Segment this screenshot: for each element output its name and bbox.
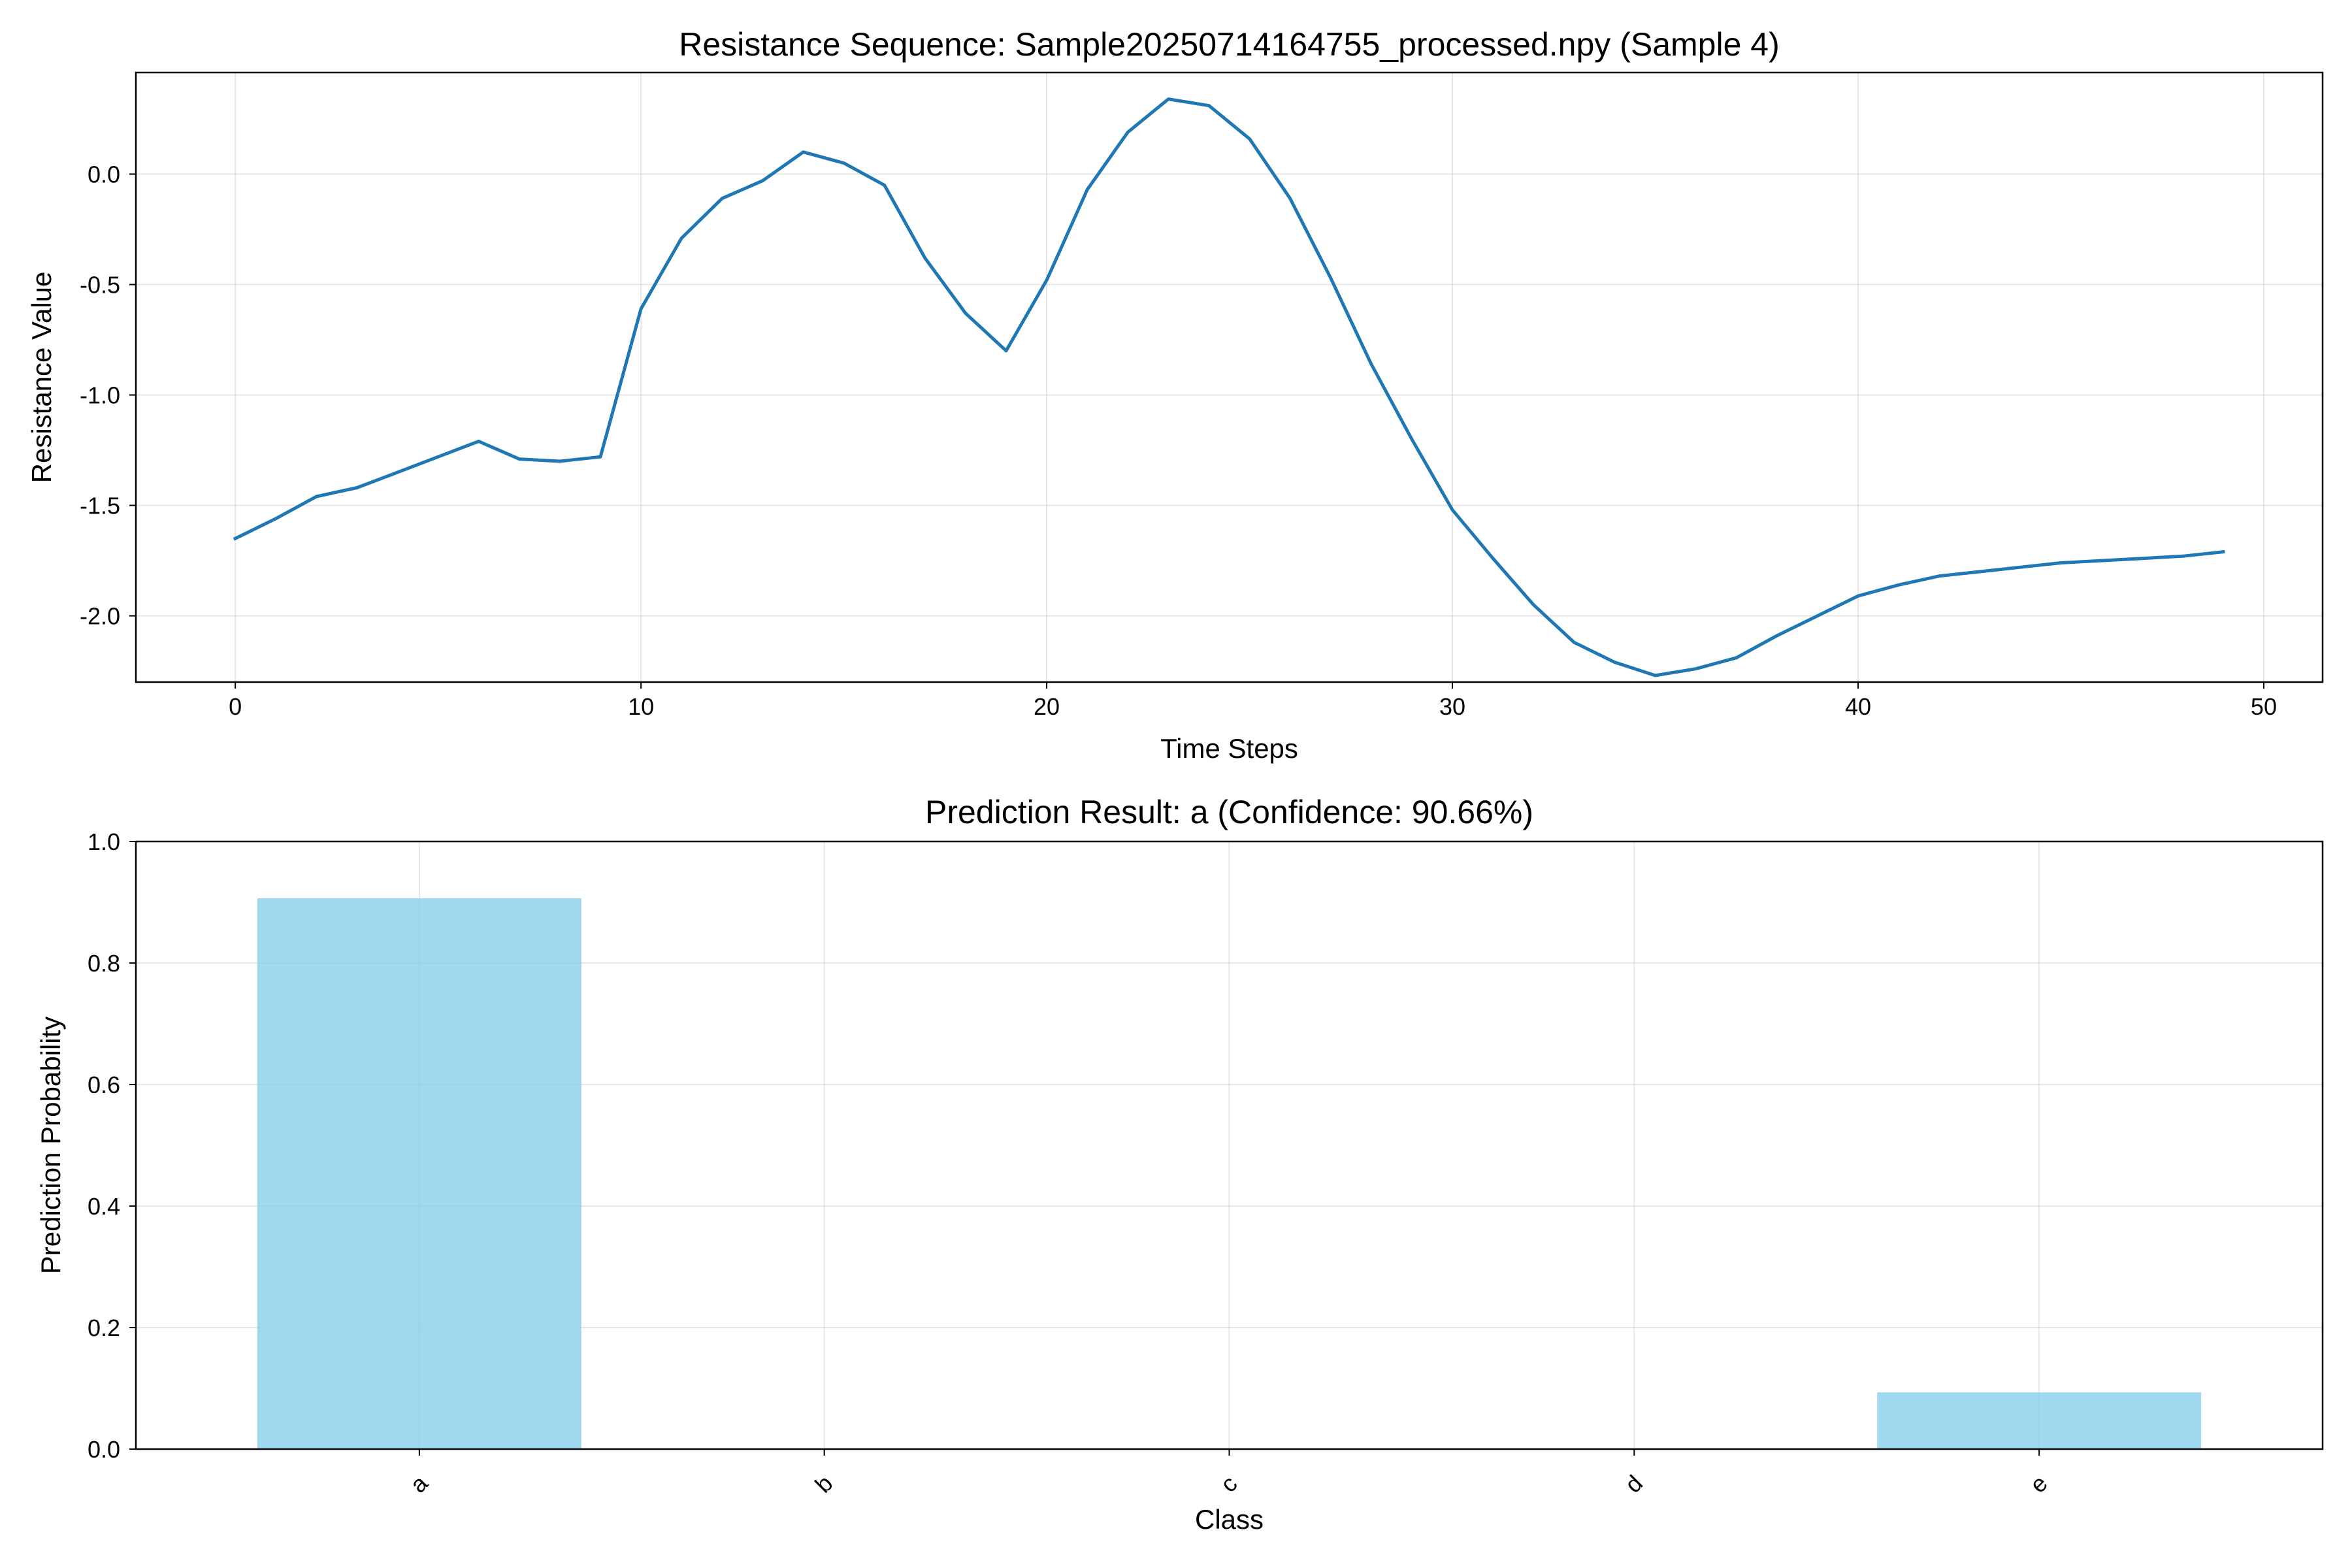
bar-chart-y-tick-label: 1.0	[88, 828, 120, 855]
line-chart-y-tick-label: 0.0	[88, 161, 120, 188]
bar-chart-plot-area	[257, 898, 2202, 1449]
line-chart-y-tick-label: -2.0	[80, 603, 120, 630]
line-chart-x-tick-label: 0	[229, 693, 242, 720]
bar-chart-y-tick-label: 0.0	[88, 1436, 120, 1463]
line-chart-y-tick-label: -1.5	[80, 493, 120, 519]
line-chart: 0 10 20 30 40 50 0.0 -0.5 -1.0 -1.5 -2.0 Resistanc…	[26, 26, 2324, 764]
bar-chart-y-tick-label: 0.8	[88, 950, 120, 977]
line-chart-grid	[136, 73, 2323, 682]
bar-chart-y-axis-label: Prediction Probability	[35, 1017, 66, 1275]
line-chart-x-tick-label: 10	[628, 693, 654, 720]
bar-chart-y-tick-label: 0.2	[88, 1315, 120, 1341]
line-chart-ticks: 0 10 20 30 40 50 0.0 -0.5 -1.0 -1.5 -2.0	[80, 161, 2277, 721]
line-chart-y-axis-label: Resistance Value	[26, 272, 57, 483]
line-chart-x-tick-label: 40	[1845, 693, 1871, 720]
line-chart-x-tick-label: 20	[1034, 693, 1060, 720]
line-chart-x-tick-label: 50	[2251, 693, 2277, 720]
line-chart-x-tick-label: 30	[1439, 693, 1465, 720]
bar-e	[1877, 1392, 2202, 1449]
bar-chart-x-axis-label: Class	[1195, 1504, 1264, 1535]
line-chart-title: Resistance Sequence: Sample2025071416475…	[679, 26, 1779, 63]
line-chart-axes-frame	[135, 71, 2324, 683]
bar-chart: 0.00.20.40.60.81.0a b c d e Prediction Resul…	[35, 794, 2324, 1535]
line-chart-x-axis-label: Time Steps	[1160, 733, 1298, 764]
bar-chart-ticks: 0.00.20.40.60.81.0a b c d e	[88, 828, 2053, 1498]
bar-chart-y-tick-label: 0.6	[88, 1071, 120, 1098]
bar-chart-title: Prediction Result: a (Confidence: 90.66%…	[925, 794, 1533, 830]
bar-chart-y-tick-label: 0.4	[88, 1193, 120, 1220]
resistance-series-line	[233, 97, 2225, 678]
line-chart-y-tick-label: -1.0	[80, 382, 120, 409]
bar-a	[257, 898, 581, 1449]
line-chart-y-tick-label: -0.5	[80, 272, 120, 299]
line-chart-plot-area	[233, 97, 2225, 678]
